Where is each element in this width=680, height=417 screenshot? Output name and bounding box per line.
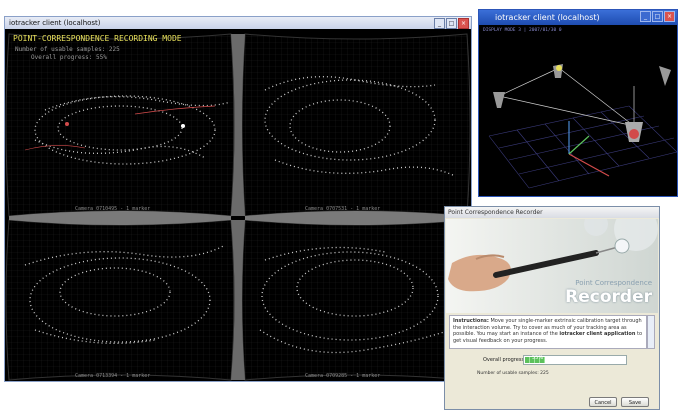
viewer-status: DISPLAY MODE 3 | 2007/01/30 0: [483, 28, 562, 33]
camera-grid: [5, 33, 471, 381]
instructions-app-name: iotracker client application: [559, 331, 636, 337]
camera-frustum-icon-3: [659, 66, 671, 86]
viewer-minimize-button[interactable]: _: [640, 11, 651, 22]
recording-mode-label: POINT-CORRESPONDENCE RECORDING MODE: [13, 34, 182, 43]
camera-label-4: Camera 0709285 - 1 marker: [305, 373, 381, 379]
camera-label-2: Camera 0707531 - 1 marker: [305, 206, 381, 212]
instructions-scrollbar[interactable]: [647, 315, 655, 349]
save-button[interactable]: Save: [621, 397, 649, 407]
camera-label-1: Camera 0710495 - 1 marker: [75, 206, 151, 212]
close-button[interactable]: ×: [458, 18, 469, 29]
viewer-close-button[interactable]: ×: [664, 11, 675, 22]
camera-rays: [498, 67, 635, 127]
viewer-titlebar[interactable]: iotracker client (localhost) _ □ ×: [479, 10, 677, 25]
marker-point: [629, 129, 639, 139]
recorder-banner: Point Correspondence Recorder: [446, 219, 658, 313]
camera-view-3: [5, 219, 235, 381]
camera-label-3: Camera 0713394 - 1 marker: [75, 373, 151, 379]
overall-progress-readout: Overall progress: 55%: [31, 54, 107, 61]
trajectory-dots: [24, 76, 456, 354]
floor-grid: [488, 105, 677, 189]
hand-with-wand-icon: [448, 219, 658, 292]
camera-frustum-icon: [493, 92, 505, 108]
instructions-text: Move your single-marker extrinsic calibr…: [453, 318, 642, 337]
brand-title: Recorder: [565, 287, 652, 307]
cancel-button[interactable]: Cancel: [589, 397, 617, 407]
overall-progress-bar: 55%: [523, 355, 627, 365]
maximize-button[interactable]: □: [446, 18, 457, 29]
minimize-button[interactable]: _: [434, 18, 445, 29]
camera-view-1: [5, 33, 235, 217]
progress-fill: [525, 357, 545, 363]
progress-value: 55%: [532, 355, 544, 361]
main-window-titlebar[interactable]: iotracker client (localhost) _ □ ×: [5, 17, 471, 29]
instructions-box: Instructions: Move your single-marker ex…: [449, 315, 647, 349]
instructions-text-2: to get visual feedback on your progress.: [453, 331, 643, 344]
viewer-window: iotracker client (localhost) _ □ × DISPL…: [478, 9, 678, 197]
recorder-title: Point Correspondence Recorder: [448, 209, 543, 216]
recorder-titlebar[interactable]: Point Correspondence Recorder: [445, 207, 659, 218]
viewer-maximize-button[interactable]: □: [652, 11, 663, 22]
camera-view-2: [241, 33, 471, 217]
tracker-main-window: iotracker client (localhost) _ □ ×: [4, 16, 472, 382]
viewer-title: iotracker client (localhost): [495, 13, 600, 22]
usable-samples-label: Number of usable samples: 225: [477, 371, 549, 376]
progress-label: Overall progress:: [483, 357, 526, 363]
camera-view-4: [241, 219, 471, 381]
instructions-heading: Instructions:: [453, 318, 489, 324]
brand-subtitle: Point Correspondence: [575, 279, 652, 287]
3d-scene[interactable]: [479, 26, 677, 196]
usable-samples-readout: Number of usable samples: 225: [15, 46, 120, 53]
main-window-title: iotracker client (localhost): [9, 19, 101, 27]
recorder-dialog: Point Correspondence Recorder Point Corr…: [444, 206, 660, 410]
